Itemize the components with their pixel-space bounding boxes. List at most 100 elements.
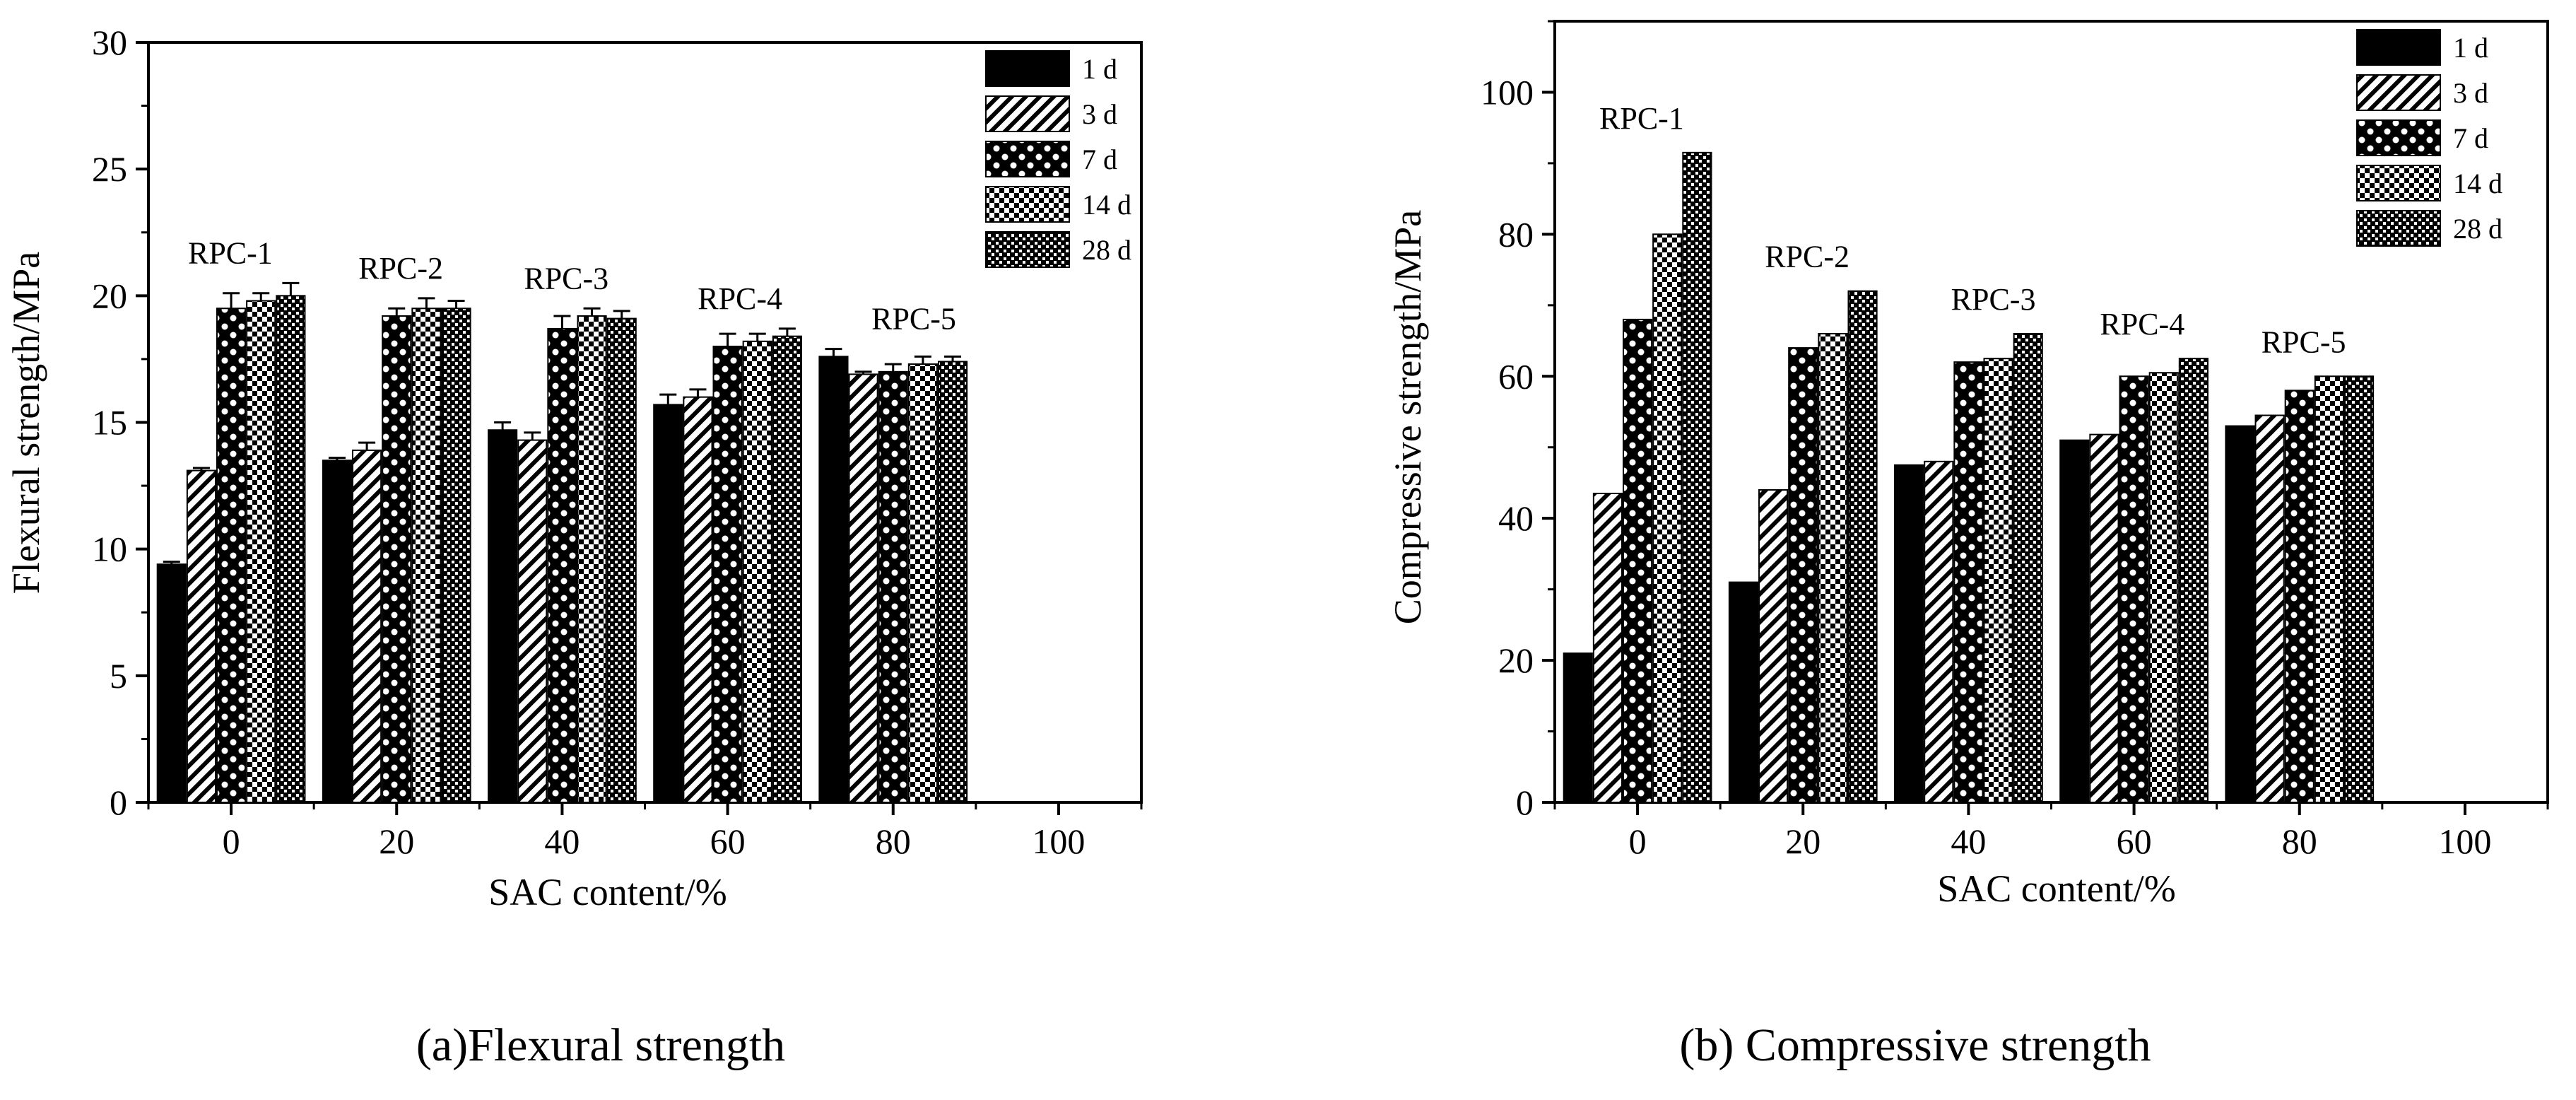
bar [937, 361, 968, 803]
y-tick-label: 0 [1516, 783, 1534, 822]
bar [1983, 358, 2013, 803]
bar [606, 317, 637, 804]
legend-label: 7 d [1082, 144, 1117, 175]
legend-label: 1 d [2453, 32, 2488, 64]
bar [907, 363, 938, 803]
bar [1652, 233, 1683, 803]
bar [2343, 375, 2375, 803]
x-tick-label: 40 [544, 821, 580, 861]
x-tick-label: 100 [1032, 821, 1085, 861]
bar [1847, 290, 1878, 803]
y-tick-label: 0 [110, 783, 127, 822]
bar [2089, 433, 2119, 803]
bar [2013, 333, 2043, 803]
legend-label: 28 d [1082, 234, 1131, 266]
y-tick-label: 10 [92, 529, 127, 569]
bar [2148, 372, 2179, 803]
bar [1953, 361, 1984, 803]
bar [156, 563, 187, 804]
legend-label: 3 d [1082, 98, 1117, 130]
bar [488, 429, 518, 803]
bar [1758, 489, 1789, 803]
flexural-strength-chart: 0 5 10 15 20 25 30 0 20 40 60 80 100 RPC-1 RPC-2 RPC-3 R… [5, 23, 1143, 913]
bar [322, 460, 353, 803]
bar [186, 469, 217, 803]
bar [1728, 581, 1759, 803]
bar [1592, 493, 1623, 803]
bar [547, 327, 577, 803]
bar [216, 308, 247, 803]
bar [1894, 464, 1924, 803]
y-tick-label: 40 [1498, 498, 1534, 538]
bar [2284, 390, 2315, 803]
x-tick-label: 0 [1629, 821, 1647, 861]
group-label: RPC-5 [2262, 324, 2346, 359]
bar [1623, 318, 1653, 803]
y-tick-label: 30 [92, 23, 127, 62]
bar [683, 396, 713, 803]
bar [2314, 375, 2344, 803]
x-axis-title: SAC content/% [488, 871, 727, 913]
x-tick-label: 60 [710, 821, 746, 861]
bar [2119, 375, 2149, 803]
x-tick-label: 80 [876, 821, 911, 861]
bar [2178, 358, 2209, 803]
x-tick-label: 100 [2438, 821, 2491, 861]
bar [848, 373, 878, 803]
compressive-strength-chart: 0 20 40 60 80 100 0 20 40 60 80 100 RPC-1 RPC-2 RPC-3 R… [1387, 20, 2549, 910]
legend-label: 7 d [2453, 122, 2488, 154]
y-tick-label: 20 [92, 276, 127, 315]
caption-flexural: (a)Flexural strength [416, 1019, 785, 1071]
bar [1924, 460, 1954, 803]
bar [878, 370, 908, 803]
legend-swatch [2356, 29, 2441, 66]
bar [1788, 347, 1818, 804]
bar [577, 315, 607, 803]
bar [818, 356, 849, 804]
bar [517, 439, 548, 803]
x-tick-label: 80 [2282, 821, 2317, 861]
x-tick-label: 20 [1785, 821, 1821, 861]
bar [2254, 414, 2285, 803]
bar [742, 340, 772, 804]
group-label: RPC-2 [358, 251, 443, 286]
legend-label: 1 d [1082, 53, 1117, 85]
legend-label: 14 d [1082, 189, 1131, 221]
group-label: RPC-1 [1599, 101, 1684, 136]
bar [246, 300, 276, 803]
legend-swatch [2356, 74, 2441, 111]
group-label: RPC-3 [524, 261, 608, 296]
bar [772, 335, 802, 803]
bar [441, 308, 471, 803]
x-tick-label: 20 [379, 821, 414, 861]
bar [1682, 151, 1712, 804]
x-tick-label: 40 [1951, 821, 1986, 861]
bar [2059, 439, 2090, 803]
bar [2225, 425, 2255, 803]
y-tick-label: 5 [110, 656, 127, 696]
legend-swatch [2356, 119, 2441, 156]
group-label: RPC-4 [698, 281, 782, 316]
bar [382, 315, 412, 803]
bar [712, 346, 743, 803]
bar [352, 449, 382, 804]
y-tick-label: 25 [92, 149, 127, 189]
y-tick-label: 15 [92, 403, 127, 443]
group-label: RPC-5 [871, 302, 956, 337]
y-tick-label: 20 [1498, 640, 1534, 680]
x-tick-label: 60 [2117, 821, 2152, 861]
x-tick-label: 0 [223, 821, 240, 861]
bar [1563, 653, 1593, 804]
legend-swatch [985, 186, 1070, 223]
y-tick-label: 60 [1498, 356, 1534, 396]
bar [1818, 333, 1848, 803]
group-label: RPC-4 [2100, 307, 2184, 341]
legend-label: 14 d [2453, 168, 2503, 199]
legend-swatch [985, 231, 1070, 268]
bar [653, 404, 683, 803]
y-axis-title: Flexural strength/MPa [5, 252, 47, 594]
bar [276, 295, 306, 804]
group-label: RPC-1 [188, 235, 273, 270]
legend-label: 28 d [2453, 213, 2503, 245]
